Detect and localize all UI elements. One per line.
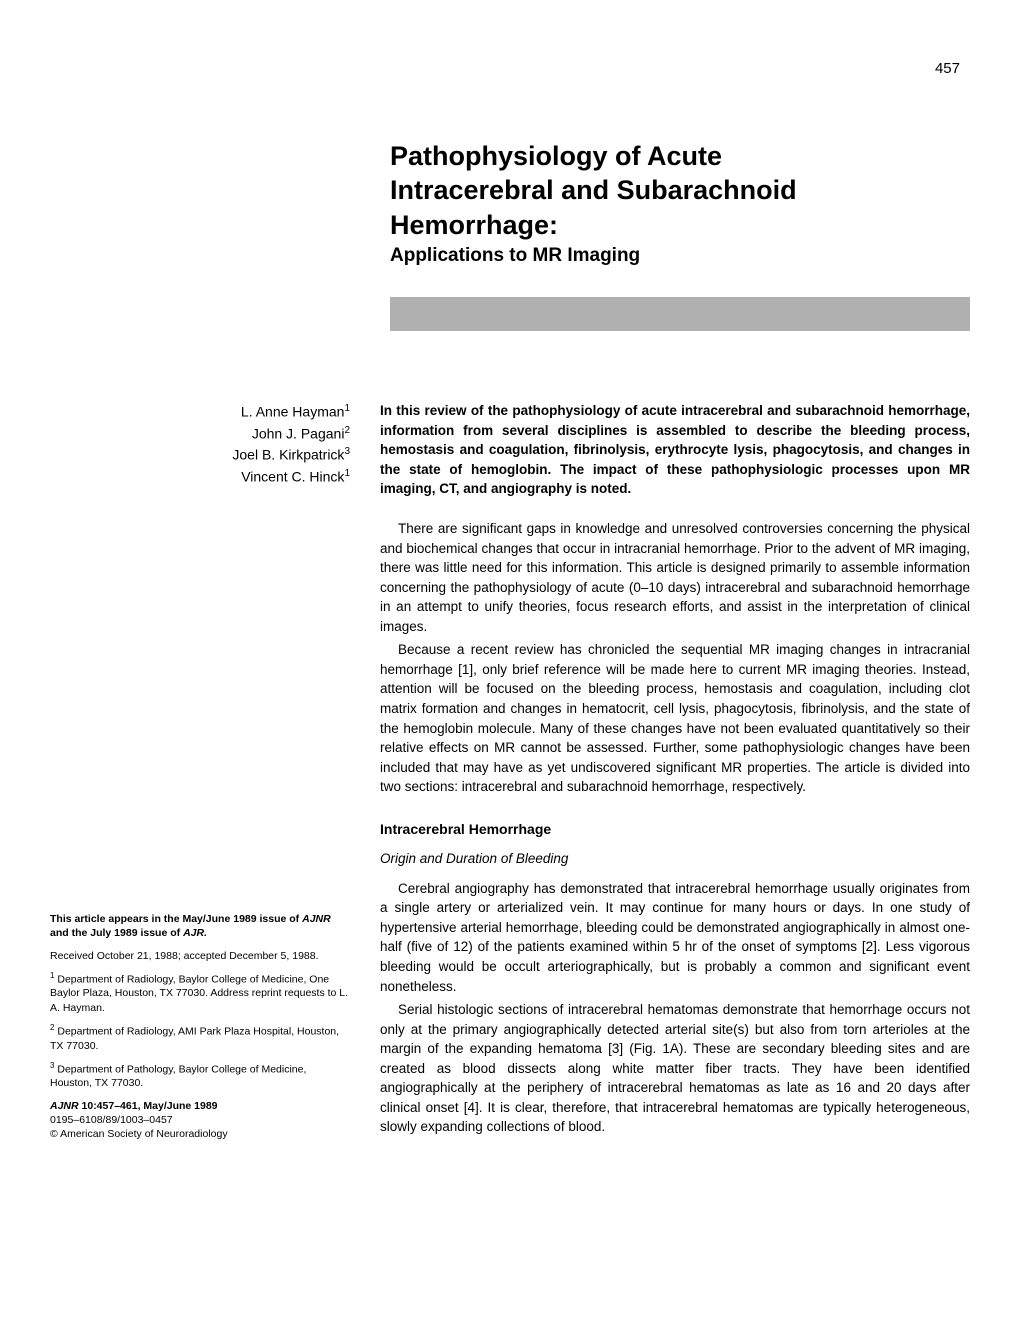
sidebar-notes: This article appears in the May/June 198… — [50, 912, 350, 1141]
publication-note: This article appears in the May/June 198… — [50, 912, 350, 940]
abstract: In this review of the pathophysiology of… — [380, 401, 970, 499]
body-para-4: Serial histologic sections of intracereb… — [380, 1000, 970, 1137]
author-list: L. Anne Hayman1 John J. Pagani2 Joel B. … — [50, 401, 350, 488]
copyright: © American Society of Neuroradiology — [50, 1127, 350, 1141]
author-2: John J. Pagani2 — [50, 423, 350, 445]
title-block: Pathophysiology of Acute Intracerebral a… — [390, 140, 970, 267]
affiliation-3: 3 Department of Pathology, Baylor Colleg… — [50, 1061, 350, 1091]
content-area: L. Anne Hayman1 John J. Pagani2 Joel B. … — [50, 401, 970, 1141]
affiliation-1: 1 Department of Radiology, Baylor Colleg… — [50, 971, 350, 1015]
citation: AJNR 10:457–461, May/June 1989 — [50, 1099, 350, 1113]
right-column: In this review of the pathophysiology of… — [380, 401, 970, 1141]
page-number: 457 — [935, 60, 960, 77]
body-para-2: Because a recent review has chronicled t… — [380, 640, 970, 797]
subsection-heading: Origin and Duration of Bleeding — [380, 849, 970, 869]
received-date: Received October 21, 1988; accepted Dece… — [50, 949, 350, 963]
author-1: L. Anne Hayman1 — [50, 401, 350, 423]
title-line-3: Hemorrhage: — [390, 209, 970, 241]
subtitle: Applications to MR Imaging — [390, 245, 970, 267]
divider-bar — [390, 297, 970, 331]
left-column: L. Anne Hayman1 John J. Pagani2 Joel B. … — [50, 401, 350, 1141]
section-heading: Intracerebral Hemorrhage — [380, 819, 970, 839]
body-para-3: Cerebral angiography has demonstrated th… — [380, 879, 970, 996]
affiliation-2: 2 Department of Radiology, AMI Park Plaz… — [50, 1023, 350, 1053]
title-line-1: Pathophysiology of Acute — [390, 140, 970, 172]
issn: 0195–6108/89/1003–0457 — [50, 1113, 350, 1127]
title-line-2: Intracerebral and Subarachnoid — [390, 174, 970, 206]
author-4: Vincent C. Hinck1 — [50, 466, 350, 488]
author-3: Joel B. Kirkpatrick3 — [50, 444, 350, 466]
body-para-1: There are significant gaps in knowledge … — [380, 519, 970, 636]
